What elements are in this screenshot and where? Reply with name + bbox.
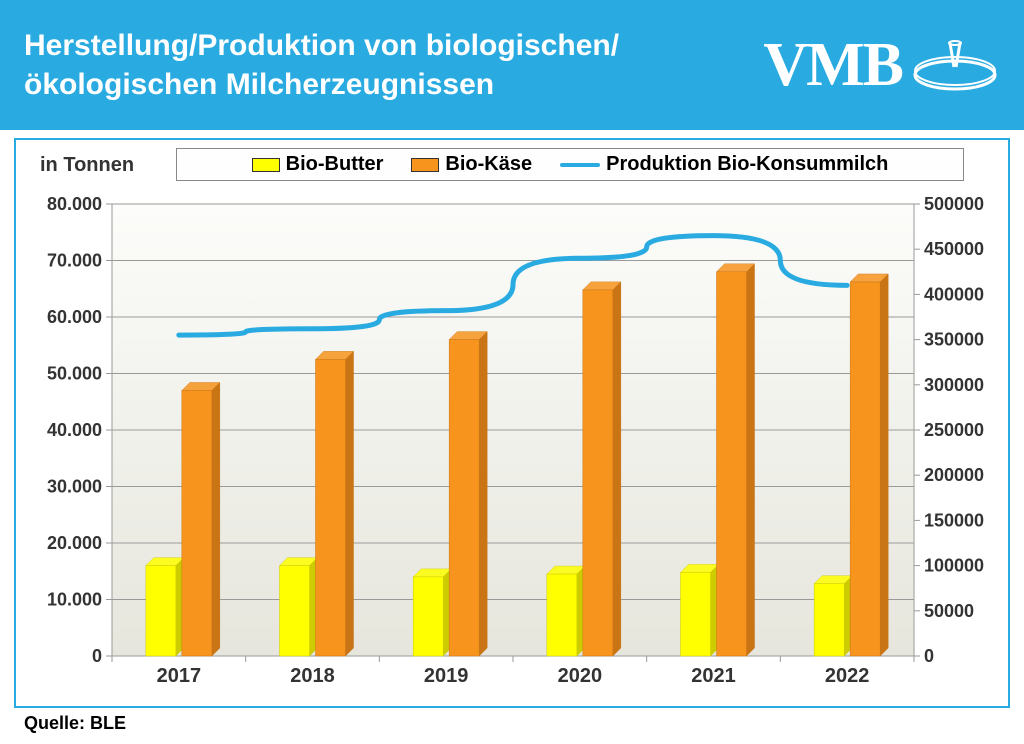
legend-item: Bio-Butter bbox=[252, 153, 384, 176]
svg-text:30.000: 30.000 bbox=[47, 477, 102, 497]
svg-text:2018: 2018 bbox=[290, 665, 335, 687]
header: Herstellung/Produktion von biologischen/… bbox=[0, 0, 1024, 130]
svg-text:2017: 2017 bbox=[157, 665, 202, 687]
svg-text:200000: 200000 bbox=[924, 465, 984, 485]
legend-item: Bio-Käse bbox=[411, 153, 532, 176]
legend: Bio-Butter Bio-Käse Produktion Bio-Konsumm… bbox=[176, 148, 964, 181]
legend-label: Produktion Bio-Konsummilch bbox=[606, 153, 888, 176]
svg-text:60.000: 60.000 bbox=[47, 307, 102, 327]
legend-label: Bio-Käse bbox=[445, 153, 532, 176]
svg-text:0: 0 bbox=[92, 646, 102, 666]
plot-area: 0 10.000 20.000 30.000 40.000 50.000 60.000 70.… bbox=[24, 192, 1000, 698]
svg-text:2022: 2022 bbox=[825, 665, 870, 687]
legend-line-swatch bbox=[560, 163, 600, 167]
legend-swatch bbox=[411, 158, 439, 172]
svg-text:20.000: 20.000 bbox=[47, 533, 102, 553]
svg-text:150000: 150000 bbox=[924, 510, 984, 530]
milk-churn-icon bbox=[910, 35, 1000, 95]
svg-text:300000: 300000 bbox=[924, 375, 984, 395]
svg-text:350000: 350000 bbox=[924, 330, 984, 350]
header-logo: VMB bbox=[763, 30, 1000, 101]
page-title: Herstellung/Produktion von biologischen/… bbox=[24, 26, 704, 104]
svg-text:100000: 100000 bbox=[924, 556, 984, 576]
legend-swatch bbox=[252, 158, 280, 172]
svg-text:50.000: 50.000 bbox=[47, 364, 102, 384]
legend-label: Bio-Butter bbox=[286, 153, 384, 176]
svg-text:500000: 500000 bbox=[924, 194, 984, 214]
source-label: Quelle: BLE bbox=[24, 713, 126, 734]
svg-text:0: 0 bbox=[924, 646, 934, 666]
svg-text:80.000: 80.000 bbox=[47, 194, 102, 214]
svg-text:2021: 2021 bbox=[691, 665, 736, 687]
svg-text:2019: 2019 bbox=[424, 665, 469, 687]
chart-svg: 0 10.000 20.000 30.000 40.000 50.000 60.000 70.… bbox=[24, 192, 1000, 698]
svg-text:450000: 450000 bbox=[924, 239, 984, 259]
svg-text:40.000: 40.000 bbox=[47, 420, 102, 440]
svg-text:2020: 2020 bbox=[558, 665, 603, 687]
svg-text:10.000: 10.000 bbox=[47, 590, 102, 610]
svg-text:50000: 50000 bbox=[924, 601, 974, 621]
svg-text:250000: 250000 bbox=[924, 420, 984, 440]
svg-text:70.000: 70.000 bbox=[47, 251, 102, 271]
logo-text: VMB bbox=[763, 30, 902, 101]
legend-item: Produktion Bio-Konsummilch bbox=[560, 153, 888, 176]
chart-frame: in Tonnen Bio-Butter Bio-Käse Produktion B… bbox=[14, 138, 1010, 708]
svg-text:400000: 400000 bbox=[924, 284, 984, 304]
unit-label: in Tonnen bbox=[40, 154, 134, 177]
